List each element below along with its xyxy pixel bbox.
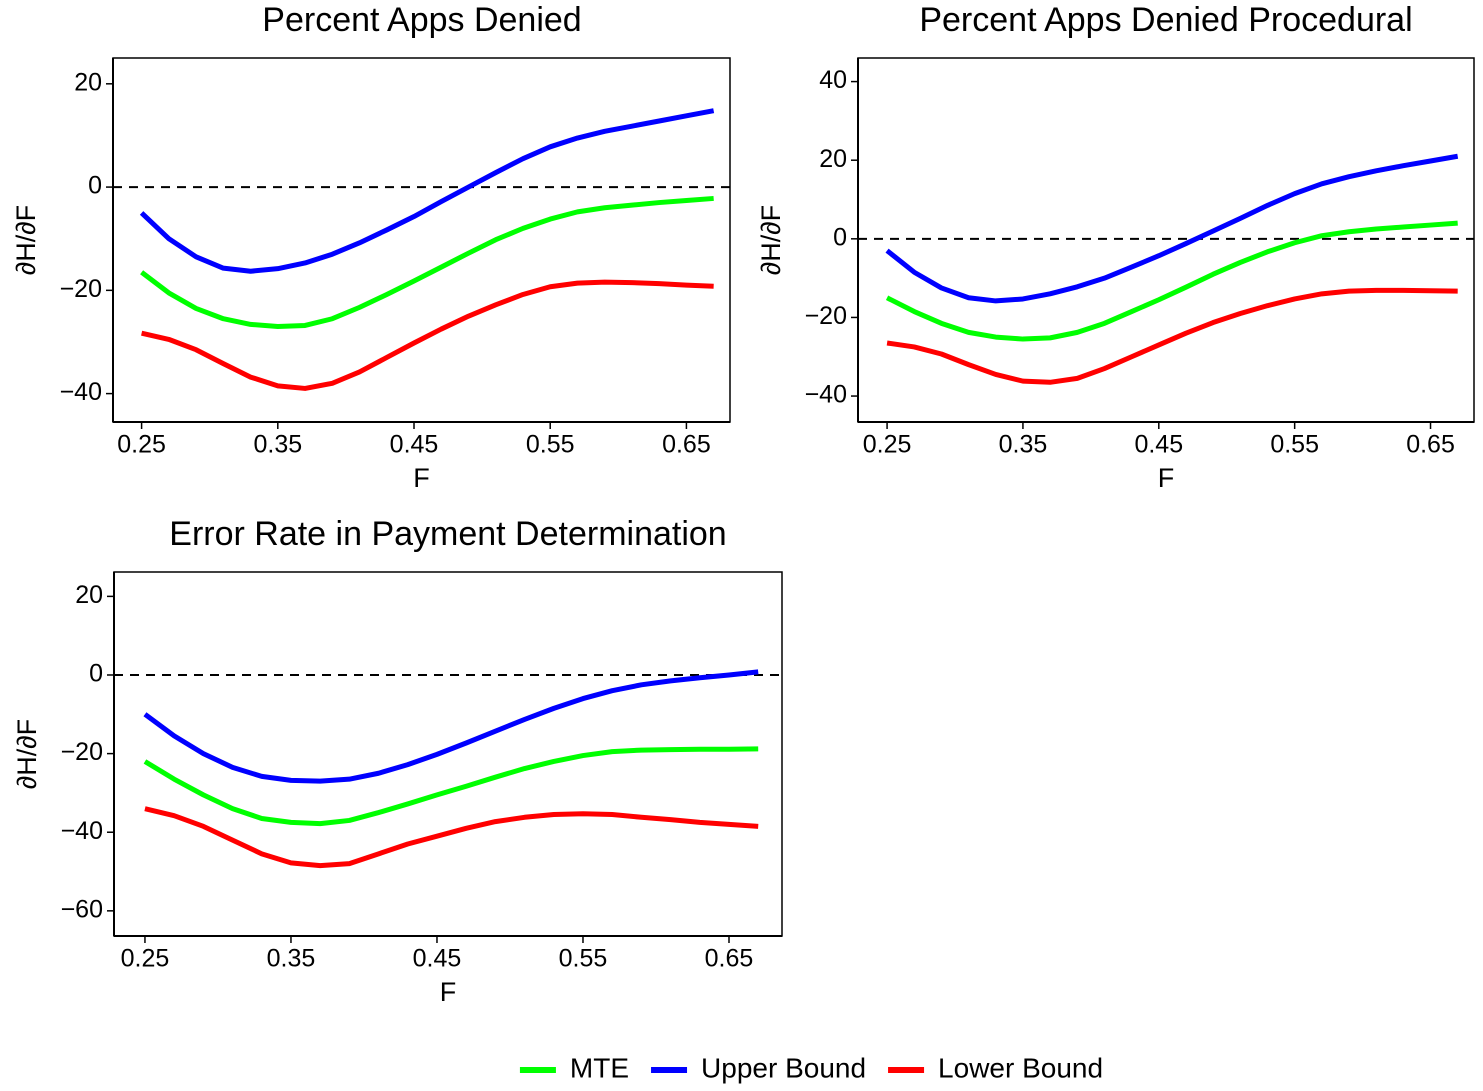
series-line [144,806,759,869]
y-tick-label: 20 [75,581,103,609]
chart-title: Error Rate in Payment Determination [169,515,726,553]
x-axis-label: F [440,977,457,1007]
y-tick-label: 40 [819,66,847,94]
x-tick-label: 0.35 [267,945,316,973]
legend-label: Upper Bound [701,1052,866,1083]
x-tick-label: 0.25 [121,945,170,973]
x-tick-label: 0.35 [999,431,1048,459]
y-tick-label: 20 [74,68,102,96]
y-tick-label: 0 [88,172,102,200]
series-line [143,669,759,784]
y-tick-label: −20 [61,738,103,766]
series-line [139,108,715,274]
x-axis-label: F [1158,463,1175,493]
y-tick-label: −20 [805,302,847,330]
series-line [886,287,1458,385]
x-tick-label: 0.25 [117,431,166,459]
x-tick-label: 0.25 [863,431,912,459]
x-axis-label: F [413,463,430,493]
y-tick-label: 0 [89,660,103,688]
x-tick-label: 0.55 [559,945,608,973]
x-tick-label: 0.65 [662,431,711,459]
y-tick-label: −40 [61,817,103,845]
y-tick-label: −40 [805,381,847,409]
chart-title: Percent Apps Denied [262,1,581,39]
plot-border [113,571,783,937]
series-line [140,195,714,329]
x-tick-label: 0.35 [253,431,302,459]
x-tick-label: 0.65 [1406,431,1455,459]
y-tick-label: 20 [819,145,847,173]
series-line [141,279,714,391]
y-axis-label: ∂H/∂F [11,205,41,275]
x-tick-label: 0.45 [413,945,462,973]
x-tick-label: 0.55 [526,431,575,459]
plot-border [857,57,1475,423]
y-tick-label: −60 [61,895,103,923]
y-tick-label: 0 [833,223,847,251]
y-axis-label: ∂H/∂F [756,205,786,275]
x-tick-label: 0.55 [1270,431,1319,459]
series-line [885,153,1459,304]
x-tick-label: 0.45 [1134,431,1183,459]
chart-title: Percent Apps Denied Procedural [919,1,1412,39]
y-tick-label: −20 [60,275,102,303]
series-line [143,746,759,827]
y-axis-label: ∂H/∂F [12,719,42,789]
series-line [885,220,1458,342]
legend-label: Lower Bound [938,1052,1103,1083]
y-tick-label: −40 [60,378,102,406]
plot-border [112,57,731,423]
x-tick-label: 0.45 [390,431,439,459]
legend-label: MTE [570,1052,629,1083]
x-tick-label: 0.65 [705,945,754,973]
